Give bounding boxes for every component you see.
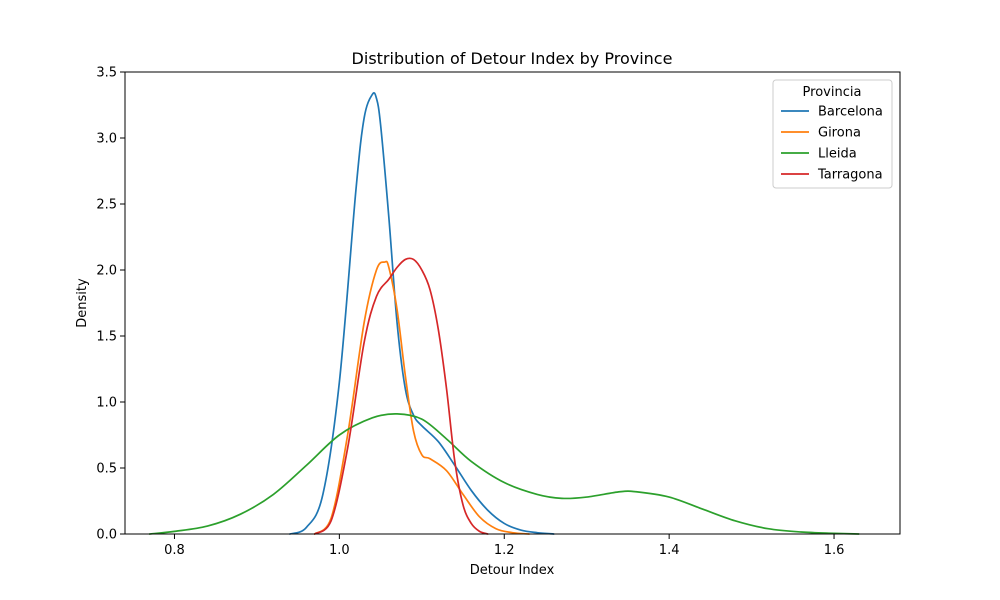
legend-label-lleida: Lleida <box>818 147 857 162</box>
y-tick-label: 1.5 <box>96 330 117 345</box>
plot-series <box>148 92 860 535</box>
y-tick-label: 1.0 <box>96 396 117 411</box>
x-tick-label: 1.2 <box>494 543 515 558</box>
legend: Provincia Barcelona Girona Lleida Tarragona <box>772 79 893 189</box>
series-line-tarragona <box>313 257 489 535</box>
x-axis-label: Detour Index <box>470 563 555 578</box>
x-tick-label: 0.8 <box>164 543 185 558</box>
plot-frame <box>124 71 901 535</box>
y-tick-label: 3.5 <box>96 66 117 81</box>
y-tick-label: 2.5 <box>96 198 117 213</box>
legend-label-tarragona: Tarragona <box>817 168 883 183</box>
legend-label-barcelona: Barcelona <box>818 105 883 120</box>
chart-title: Distribution of Detour Index by Province <box>352 49 673 68</box>
y-axis-label: Density <box>75 278 90 328</box>
y-tick-label: 2.0 <box>96 264 117 279</box>
legend-items: Barcelona Girona Lleida Tarragona <box>781 105 883 183</box>
series-line-lleida <box>148 412 860 535</box>
y-axis-ticks: 0.0 0.5 1.0 1.5 2.0 2.5 3.0 3.5 <box>96 66 125 543</box>
series-line-girona <box>313 260 530 535</box>
x-tick-label: 1.0 <box>329 543 350 558</box>
legend-box <box>772 79 893 189</box>
series-line-barcelona <box>289 92 555 535</box>
y-tick-label: 3.0 <box>96 132 117 147</box>
y-tick-label: 0.0 <box>96 528 117 543</box>
x-tick-label: 1.6 <box>824 543 845 558</box>
y-tick-label: 0.5 <box>96 462 117 477</box>
x-tick-label: 1.4 <box>659 543 680 558</box>
x-axis-ticks: 0.8 1.0 1.2 1.4 1.6 <box>164 534 844 558</box>
legend-label-girona: Girona <box>818 126 861 141</box>
legend-title: Provincia <box>803 85 862 100</box>
